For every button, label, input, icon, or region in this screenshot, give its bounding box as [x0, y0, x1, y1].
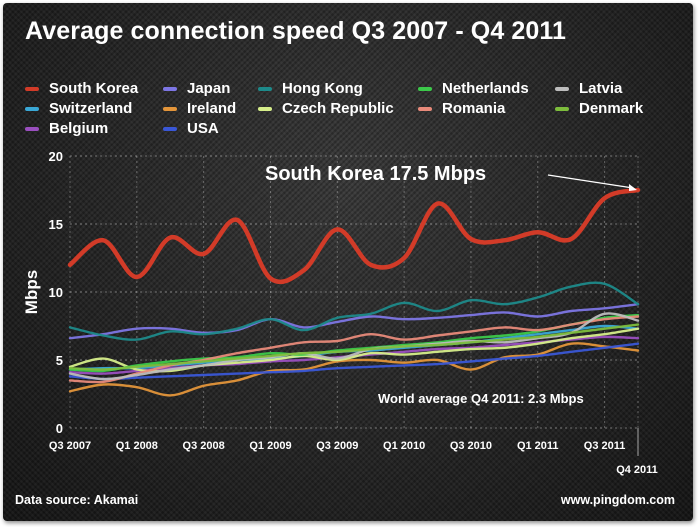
y-tick-label: 15 [49, 217, 63, 232]
y-tick-label: 10 [49, 285, 63, 300]
x-tick-label: Q3 2010 [450, 440, 492, 452]
series-line-south-korea [67, 187, 641, 285]
series-line-latvia [68, 312, 640, 381]
x-tick-label: Q1 2008 [116, 440, 158, 452]
series-line-netherlands [68, 313, 640, 373]
series-line-denmark [68, 323, 640, 371]
y-tick-label: 0 [56, 421, 63, 436]
legend-swatch [163, 107, 177, 111]
legend-label: South Korea [49, 80, 139, 97]
legend-swatch [25, 87, 39, 91]
legend-swatch [418, 107, 432, 111]
y-tick-label: 5 [56, 353, 63, 368]
annotation-world-average: World average Q4 2011: 2.3 Mbps [378, 391, 584, 406]
legend-swatch [163, 87, 177, 91]
x-tick-label: Q3 2009 [316, 440, 358, 452]
x-tick-label: Q3 2007 [49, 440, 91, 452]
x-tick-label: Q1 2010 [383, 440, 425, 452]
series-line-usa [68, 342, 640, 381]
legend-swatch [258, 107, 272, 111]
legend-swatch [555, 107, 569, 111]
x-tick-label: Q1 2011 [517, 440, 559, 452]
legend-swatch [25, 107, 39, 111]
website-link[interactable]: www.pingdom.com [560, 493, 675, 507]
legend-label: Netherlands [442, 80, 529, 97]
legend-label: USA [187, 120, 219, 137]
legend-label: Hong Kong [282, 80, 363, 97]
legend-label: Romania [442, 100, 506, 117]
legend-swatch [555, 87, 569, 91]
x-tick-label: Q3 2008 [183, 440, 225, 452]
legend: South Korea Switzerland Belgium Japan Irelan… [3, 3, 693, 143]
y-tick-label: 20 [49, 149, 63, 164]
annotation-arrowhead [629, 184, 637, 191]
annotation-arrow-line [547, 174, 634, 189]
legend-label: Denmark [579, 100, 644, 117]
legend-swatch [25, 127, 39, 131]
legend-label: Latvia [579, 80, 623, 97]
legend-label: Ireland [187, 100, 237, 117]
y-axis-label: Mbps [22, 270, 41, 314]
data-source: Data source: Akamai [15, 493, 139, 507]
series-line-hong-kong [68, 281, 640, 341]
x-tick-label: Q3 2011 [584, 440, 626, 452]
series-line-romania [68, 315, 640, 384]
chart-plot: 0 5 10 15 20 Q3 2007 Q1 2008 Q3 2008 Q1 2009 Q3 2… [22, 149, 658, 476]
legend-swatch [258, 87, 272, 91]
chart-frame: Average connection speed Q3 2007 - Q4 20… [3, 3, 693, 521]
series-line-japan [68, 303, 640, 340]
x-tick-label: Q4 2011 [616, 464, 658, 476]
legend-label: Czech Republic [282, 100, 394, 117]
legend-swatch [163, 127, 177, 131]
chart-title: Average connection speed Q3 2007 - Q4 20… [25, 17, 567, 45]
legend-label: Switzerland [49, 100, 133, 117]
x-tick-label: Q1 2009 [249, 440, 291, 452]
legend-label: Belgium [49, 120, 109, 137]
series-line-ireland [68, 342, 640, 397]
legend-swatch [418, 87, 432, 91]
annotation-south-korea: South Korea 17.5 Mbps [265, 163, 486, 185]
legend-label: Japan [187, 80, 231, 97]
